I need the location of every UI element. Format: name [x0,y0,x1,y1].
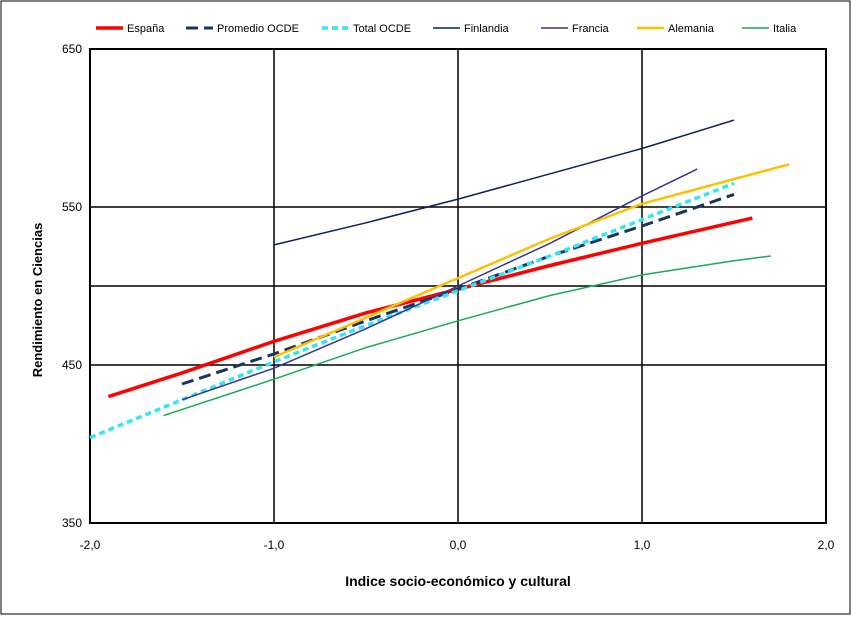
y-tick-label: 650 [62,42,82,56]
legend-label: Finlandia [464,23,510,35]
x-tick-label: 1,0 [634,538,651,552]
legend-item: España [96,23,165,35]
x-tick-label: 2,0 [818,538,835,552]
legend-label: Total OCDE [353,23,411,35]
legend: España Promedio OCDE Total OCDE Finlandia Fr… [96,23,797,35]
legend-item: Finlandia [433,23,510,35]
legend-item: Alemania [637,23,715,35]
series-line-3 [273,119,735,246]
legend-label: España [127,23,165,35]
series-line-6 [163,255,771,417]
legend-item: Total OCDE [322,23,411,35]
series-line-5 [273,163,790,359]
legend-label: Italia [773,23,797,35]
y-tick-label: 350 [62,516,82,530]
legend-label: Francia [572,23,610,35]
legend-label: Alemania [668,23,715,35]
x-tick-label: -1,0 [264,538,285,552]
x-tick-label: -2,0 [80,538,101,552]
legend-item: Francia [541,23,610,35]
series-lines [89,119,790,440]
y-tick-label: 550 [62,200,82,214]
x-tick-label: 0,0 [450,538,467,552]
y-axis-label: Rendimiento en Ciencias [30,223,45,378]
y-axis-label-group: Rendimiento en Ciencias [30,223,45,378]
series-line-4 [181,168,698,401]
series-line-0 [107,216,753,399]
series-line-1 [181,192,735,386]
y-tick-label: 450 [62,358,82,372]
legend-label: Promedio OCDE [217,23,299,35]
y-tick-labels: 650 550 450 350 [62,42,82,530]
x-axis-label: Indice socio-económico y cultural [345,573,571,589]
x-tick-labels: -2,0 -1,0 0,0 1,0 2,0 [80,538,835,552]
legend-item: Promedio OCDE [186,23,299,35]
legend-item: Italia [742,23,797,35]
